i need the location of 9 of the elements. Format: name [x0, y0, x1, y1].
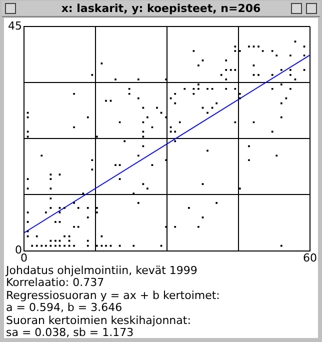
text: sa = 0.038, sb = 1.173 [6, 326, 134, 340]
text: Johdatus ohjelmointiin, kevät 1999 [6, 264, 198, 278]
text: a = 0.594, b = 3.646 [6, 301, 124, 315]
text: Regressiosuoran y = ax + b kertoimet: [6, 288, 220, 302]
chart-title: x: laskarit, y: koepisteet, n=206 [61, 2, 261, 15]
text: Korrelaatio: 0.737 [6, 276, 104, 290]
text: Suoran kertoimien keskihajonnat: [6, 314, 192, 328]
x-tick-label: 60 [303, 251, 317, 264]
y-tick-label: 45 [8, 19, 22, 32]
